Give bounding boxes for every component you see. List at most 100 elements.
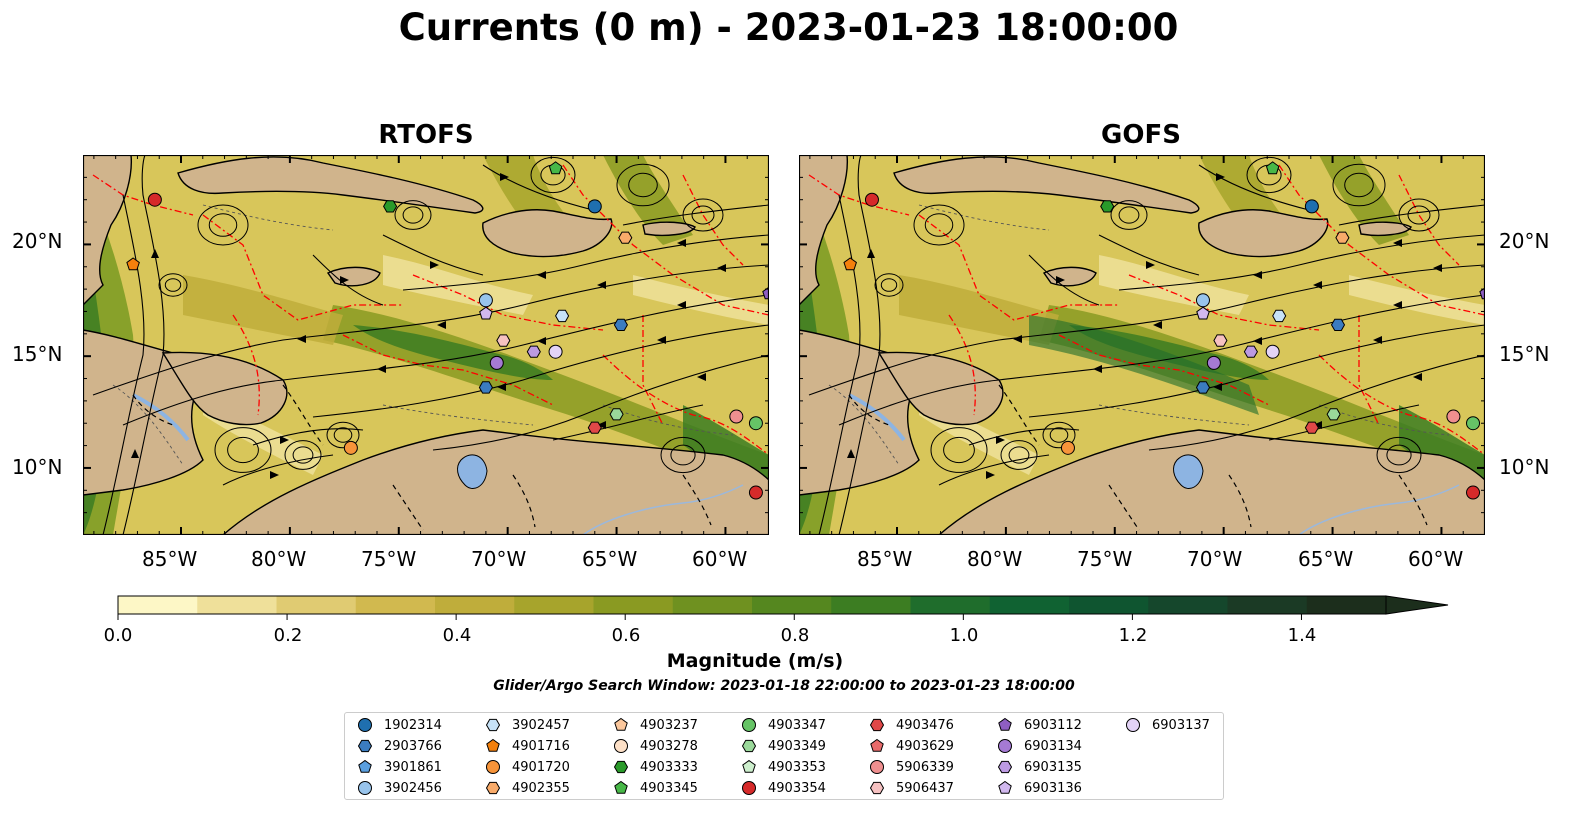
current-streamline [1098, 234, 1200, 276]
legend-item: 4902355 [485, 778, 570, 798]
legend-marker-icon [614, 739, 628, 753]
legend-marker-icon [358, 759, 372, 773]
streamline-arrow [717, 264, 726, 272]
streamline-arrow [280, 436, 289, 444]
float-marker-5906437 [1213, 334, 1228, 347]
eddy-streamline [394, 200, 432, 230]
legend-label: 4903347 [768, 717, 826, 733]
legend-item: 4903476 [869, 715, 954, 735]
eez-boundary [808, 174, 910, 216]
legend-item: 4903629 [869, 736, 954, 756]
streamline-arrow [697, 373, 706, 381]
float-marker-6903136 [1196, 306, 1210, 320]
legend-item: 4901716 [485, 736, 570, 756]
colorbar-segment [197, 596, 277, 614]
legend-marker-circle [486, 760, 500, 774]
country-boundary [682, 474, 712, 526]
legend-item: 4903278 [613, 736, 698, 756]
eez-boundary [1278, 164, 1485, 316]
country-boundary [1108, 484, 1140, 531]
eez-boundary [412, 274, 604, 331]
legend-label: 3902457 [512, 717, 570, 733]
eez-boundary [1398, 174, 1460, 266]
legend-marker-circle [358, 718, 372, 732]
current-streamline [222, 454, 334, 486]
eez-boundary [602, 354, 769, 456]
legend-marker-pentagon [998, 717, 1012, 731]
colorbar-segment [593, 596, 674, 614]
legend-marker-pentagon [614, 780, 628, 794]
magnitude-band [899, 275, 1059, 345]
country-boundary [848, 394, 890, 426]
float-marker-4901720 [343, 440, 358, 455]
y-tick-label-right-15n: 15°N [1499, 342, 1550, 366]
eddy-streamline [197, 204, 249, 246]
float-marker-2903766 [1195, 381, 1211, 394]
current-streamline [382, 234, 484, 276]
streamline-arrow [1313, 421, 1322, 429]
colorbar-segment [752, 596, 832, 614]
float-marker-4903345 [1265, 161, 1280, 175]
legend-item: 4903237 [613, 715, 698, 735]
country-boundary [1228, 474, 1252, 528]
eez-boundary [342, 334, 554, 406]
eddy-streamline [1398, 198, 1440, 232]
streamline-arrow [497, 383, 506, 391]
legend-marker-circle [1126, 718, 1140, 732]
float-marker-1902314 [1304, 199, 1319, 214]
bathymetry-contour [202, 204, 334, 231]
colorbar-segment [672, 596, 753, 614]
legend-marker-circle [742, 718, 756, 732]
legend-marker-icon [997, 760, 1013, 774]
legend-label: 3901861 [384, 759, 442, 775]
eddy-streamline [682, 198, 724, 232]
x-tick-label-left-65w: 65°W [582, 547, 638, 571]
legend-item: 4903353 [741, 757, 826, 777]
legend-label: 5906437 [896, 780, 954, 796]
current-streamline [482, 164, 594, 211]
legend-item: 1902314 [357, 715, 442, 735]
streamline-arrow [1393, 301, 1402, 309]
legend-label: 4902355 [512, 780, 570, 796]
float-marker-6903134 [489, 355, 504, 370]
current-streamline [1338, 204, 1485, 226]
colorbar-segment [276, 596, 357, 614]
legend-label: 4903345 [640, 780, 698, 796]
bathymetry-contour [918, 204, 1050, 231]
x-tick-label-right-80w: 80°W [967, 547, 1023, 571]
float-marker-4903476 [1304, 421, 1319, 434]
legend-marker-icon [998, 717, 1012, 731]
legend-label: 6903134 [1024, 738, 1082, 754]
eddy-streamline [930, 427, 988, 473]
legend-label: 6903137 [1152, 717, 1210, 733]
eddy-streamline [616, 163, 670, 207]
legend-marker-icon [358, 781, 372, 795]
legend-marker-circle [742, 781, 756, 795]
float-marker-5906437 [496, 334, 511, 347]
streamline-arrow [340, 276, 349, 284]
current-streamline [1118, 234, 1485, 291]
legend-marker-hexagon [485, 781, 501, 795]
float-marker-6903135 [526, 345, 541, 358]
float-marker-5906339 [729, 409, 744, 424]
current-streamline [402, 234, 769, 291]
float-marker-6903137 [1265, 344, 1280, 359]
legend-label: 6903136 [1024, 780, 1082, 796]
streamline-arrow [597, 281, 606, 289]
eddy-streamline [880, 278, 898, 292]
land-mass [893, 156, 1200, 214]
eddy-streamline [670, 444, 696, 466]
legend-marker-icon [485, 718, 501, 732]
streamline-arrow [1433, 264, 1442, 272]
lake-maracaibo [457, 454, 488, 489]
x-tick-label-right-65w: 65°W [1298, 547, 1354, 571]
eddy-streamline [1246, 156, 1292, 194]
current-streamline [552, 404, 704, 441]
legend-item: 6903112 [997, 715, 1082, 735]
eddy-streamline [227, 436, 259, 464]
colorbar-tick-1-0: 1.0 [949, 625, 979, 646]
colorbar-segment [831, 596, 911, 614]
float-marker-4903476 [587, 421, 602, 434]
eddy-streamline [874, 273, 904, 297]
legend-marker-icon [1126, 718, 1140, 732]
